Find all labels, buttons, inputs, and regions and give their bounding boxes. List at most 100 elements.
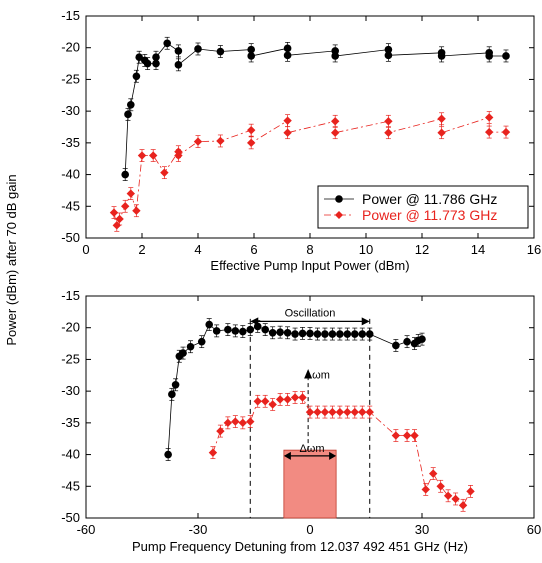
data-point-circle xyxy=(403,337,411,346)
data-point-diamond xyxy=(331,128,340,137)
x-tick-label: 60 xyxy=(527,522,541,537)
x-tick-label: -30 xyxy=(189,522,208,537)
y-tick-label: -20 xyxy=(61,320,80,335)
data-point-circle xyxy=(132,72,141,81)
delta-omega-arrowhead-right xyxy=(329,451,337,460)
delta-omega-label: Δωm xyxy=(299,443,324,455)
data-point-diamond xyxy=(137,151,147,160)
data-point-diamond xyxy=(436,482,445,491)
data-point-diamond xyxy=(115,214,124,224)
data-point-circle xyxy=(186,342,195,351)
data-point-diamond xyxy=(283,128,292,137)
data-point-circle xyxy=(194,45,202,53)
data-point-circle xyxy=(321,330,329,338)
data-point-circle xyxy=(336,330,344,338)
data-point-diamond xyxy=(429,469,438,478)
y-tick-label: -30 xyxy=(61,383,80,398)
data-point-circle xyxy=(143,59,152,68)
delta-omega-arrowhead-left xyxy=(283,451,291,460)
x-tick-label: 0 xyxy=(82,242,89,257)
data-point-diamond xyxy=(358,407,367,417)
data-point-circle xyxy=(298,329,307,338)
omega-m-arrowhead xyxy=(304,368,313,379)
data-point-circle xyxy=(261,325,270,334)
data-point-circle xyxy=(283,44,292,53)
data-point-diamond xyxy=(268,400,277,409)
data-point-circle xyxy=(392,341,400,350)
data-point-diamond xyxy=(290,393,300,402)
data-point-diamond xyxy=(261,397,270,406)
data-point-circle xyxy=(127,101,135,109)
oscillation-label: Oscillation xyxy=(285,307,336,319)
data-point-diamond xyxy=(283,116,292,125)
y-tick-label: -30 xyxy=(61,103,80,118)
y-tick-label: -45 xyxy=(61,198,80,213)
data-point-diamond xyxy=(410,431,419,440)
data-point-diamond xyxy=(121,202,130,211)
data-point-circle xyxy=(313,330,322,338)
data-point-circle xyxy=(239,327,247,336)
data-point-circle xyxy=(331,52,340,60)
y-tick-label: -25 xyxy=(61,351,80,366)
x-tick-label: 2 xyxy=(138,242,145,257)
data-point-circle xyxy=(163,39,171,48)
data-point-circle xyxy=(246,325,255,334)
data-point-diamond xyxy=(331,117,340,126)
x-axis-label: Effective Pump Input Power (dBm) xyxy=(210,258,409,273)
data-point-diamond xyxy=(246,417,255,426)
data-point-circle xyxy=(197,337,206,346)
y-tick-label: -15 xyxy=(61,8,80,23)
data-point-diamond xyxy=(238,418,247,428)
x-tick-label: 30 xyxy=(415,522,429,537)
data-point-circle xyxy=(174,61,183,69)
data-point-diamond xyxy=(466,487,475,496)
data-point-diamond xyxy=(391,431,401,440)
data-point-diamond xyxy=(112,221,121,230)
omega-m-label: ωm xyxy=(312,369,330,381)
y-tick-label: -15 xyxy=(61,288,80,303)
data-point-diamond xyxy=(365,407,374,417)
data-point-diamond xyxy=(216,426,225,436)
bottom-chart-panel: -15 -20 -25 -30 -35 -40 -45 -50-60 -30 0 30 60 Pump … xyxy=(61,288,541,554)
data-point-diamond xyxy=(231,417,240,426)
y-tick-label: -50 xyxy=(61,510,80,525)
data-point-diamond xyxy=(247,125,256,135)
data-point-circle xyxy=(384,51,393,60)
x-tick-label: -60 xyxy=(77,522,96,537)
data-point-diamond xyxy=(320,407,330,417)
data-point-circle xyxy=(283,51,292,60)
y-tick-label: -40 xyxy=(61,447,80,462)
data-point-diamond xyxy=(132,206,141,215)
y-tick-label: -45 xyxy=(61,478,80,493)
data-point-diamond xyxy=(223,418,233,428)
x-tick-label: 12 xyxy=(415,242,429,257)
x-tick-label: 16 xyxy=(527,242,541,257)
data-point-diamond xyxy=(437,128,446,137)
data-point-diamond xyxy=(451,494,460,504)
x-axis-label: Pump Frequency Detuning from 12.037 492 … xyxy=(132,539,468,554)
data-point-circle xyxy=(205,320,213,329)
x-tick-label: 0 xyxy=(306,522,313,537)
data-point-diamond xyxy=(216,136,225,146)
data-point-circle xyxy=(135,53,143,62)
data-point-diamond xyxy=(253,397,262,406)
data-point-circle xyxy=(124,110,132,119)
data-point-circle xyxy=(283,328,292,337)
x-tick-label: 8 xyxy=(306,242,313,257)
data-point-diamond xyxy=(343,407,352,417)
data-point-circle xyxy=(276,328,284,336)
data-point-circle xyxy=(291,330,299,338)
data-point-circle xyxy=(168,390,176,399)
data-point-diamond xyxy=(305,407,315,417)
oscillation-arrowhead-right xyxy=(361,317,370,326)
x-tick-label: 10 xyxy=(359,242,373,257)
data-point-circle xyxy=(485,52,494,60)
data-point-diamond xyxy=(283,395,292,404)
data-point-diamond xyxy=(443,491,453,500)
data-point-circle xyxy=(121,170,129,179)
data-point-diamond xyxy=(485,113,494,122)
data-point-circle xyxy=(174,47,183,55)
data-point-diamond xyxy=(149,151,158,160)
data-point-circle xyxy=(358,330,367,338)
